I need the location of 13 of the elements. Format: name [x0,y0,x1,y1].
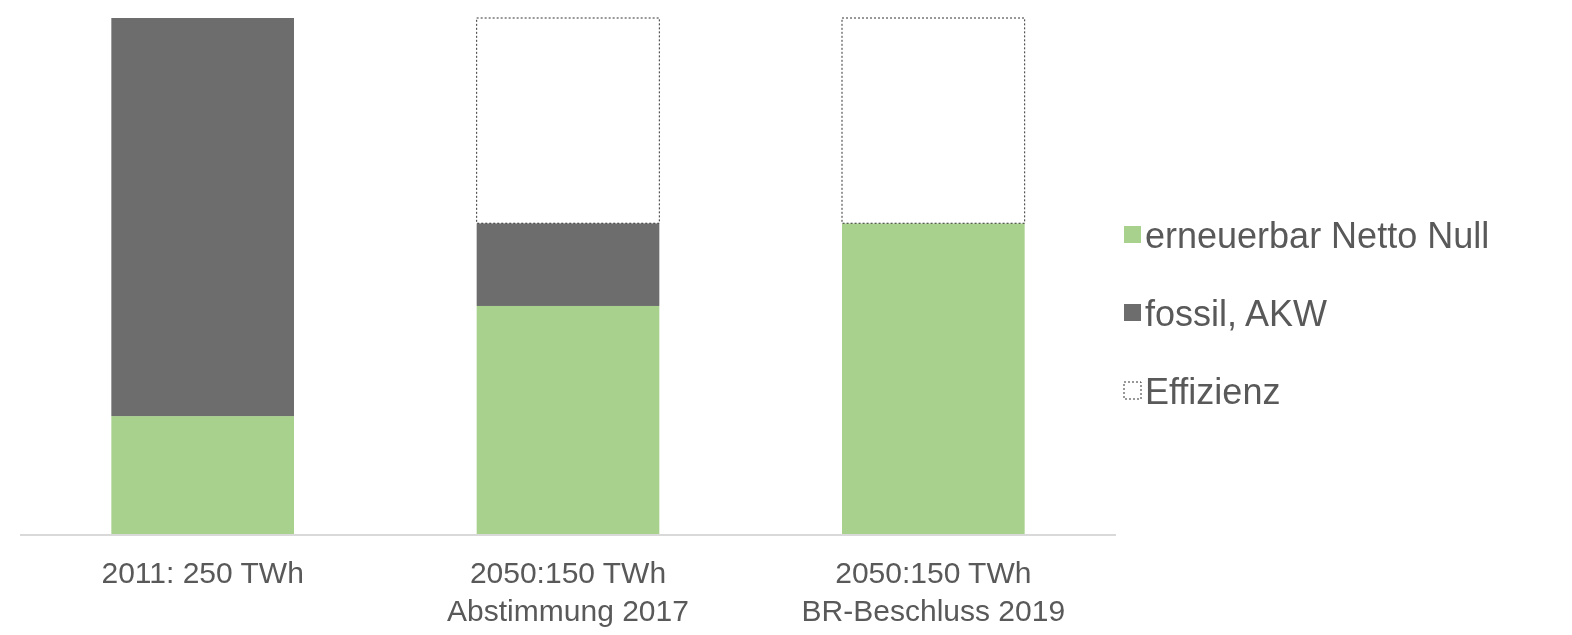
x-tick-label: 2050:150 TWh Abstimmung 2017 [447,556,689,627]
x-tick-label: 2011: 250 TWh [101,556,304,589]
bar [842,223,1025,535]
bar [111,416,294,535]
x-tick-label: 2050:150 TWh BR-Beschluss 2019 [801,556,1066,627]
legend-label: erneuerbar Netto Null [1145,215,1490,256]
bar [476,17,660,224]
legend-label: Effizienz [1145,371,1281,412]
bar [476,305,660,535]
bar [111,18,294,417]
bar [841,17,1026,224]
bar [476,223,660,306]
legend-label: fossil, AKW [1145,293,1328,334]
